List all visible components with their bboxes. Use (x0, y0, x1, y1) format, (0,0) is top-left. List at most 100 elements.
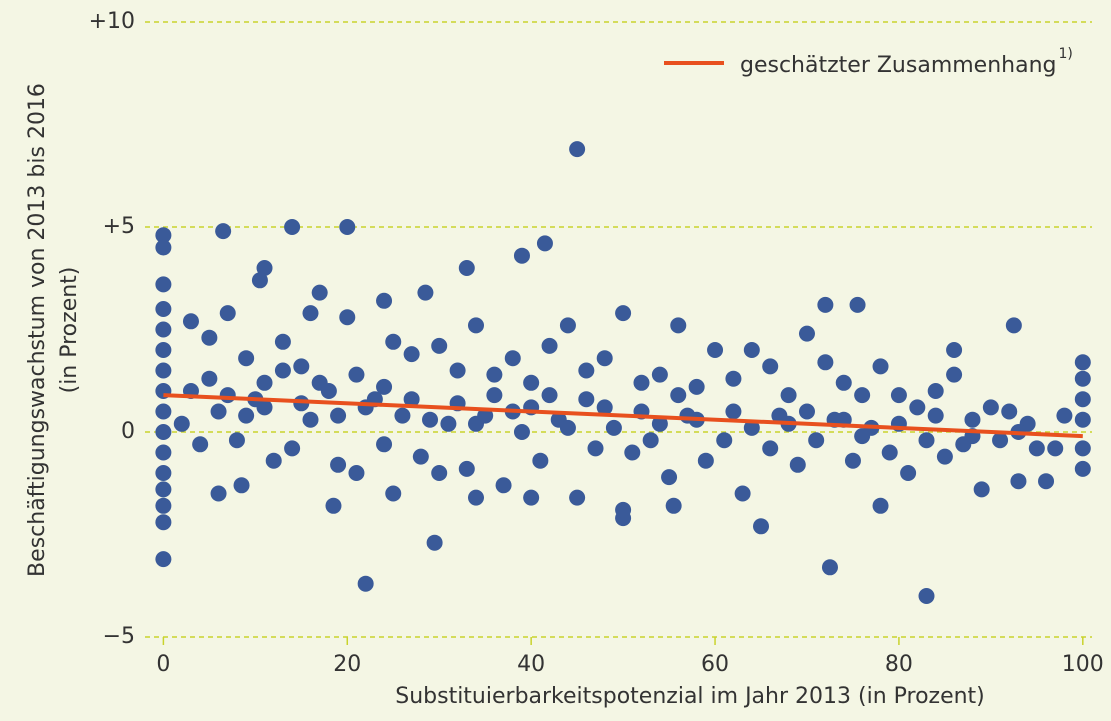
point (302, 305, 319, 322)
point (1038, 473, 1055, 490)
point (467, 489, 484, 506)
point (817, 354, 834, 371)
point (849, 296, 866, 313)
point (431, 337, 448, 354)
point (458, 260, 475, 276)
point (412, 448, 429, 465)
point (725, 370, 742, 387)
point (918, 588, 935, 604)
point (284, 219, 301, 235)
point (844, 452, 861, 469)
legend-label: geschätzter Zusammenhang (740, 53, 1057, 78)
point (688, 378, 705, 395)
point (817, 296, 834, 313)
point (173, 415, 190, 432)
point (798, 403, 815, 420)
point (426, 534, 443, 551)
point (1074, 411, 1091, 428)
legend-note: 1) (1059, 46, 1073, 62)
point (376, 292, 393, 309)
point (587, 440, 604, 457)
x-tick-label: 20 (333, 652, 361, 677)
point (532, 452, 549, 469)
point (1010, 473, 1027, 490)
point (155, 342, 172, 358)
point (670, 387, 687, 404)
point (513, 424, 530, 440)
point (661, 469, 678, 486)
point (1047, 440, 1064, 457)
point (596, 350, 613, 367)
point (238, 407, 255, 424)
point (780, 387, 797, 404)
x-tick-label: 100 (1062, 652, 1104, 677)
y-tick-label: +10 (89, 9, 135, 34)
point (559, 419, 576, 436)
point (417, 284, 434, 301)
point (743, 419, 760, 436)
point (486, 387, 503, 404)
point (900, 465, 917, 481)
point (256, 260, 273, 276)
point (403, 346, 420, 363)
point (821, 559, 838, 576)
point (394, 407, 411, 424)
point (182, 313, 199, 330)
point (330, 456, 347, 473)
point (403, 391, 420, 408)
point (743, 342, 760, 358)
point (569, 489, 586, 506)
point (274, 333, 291, 350)
point (155, 424, 172, 440)
point (762, 440, 779, 457)
point (339, 309, 356, 326)
point (1056, 407, 1073, 424)
point (808, 432, 825, 449)
point (716, 432, 733, 449)
point (624, 444, 641, 461)
point (946, 366, 963, 383)
point (513, 247, 530, 264)
point (523, 489, 540, 506)
point (330, 407, 347, 424)
point (835, 374, 852, 391)
point (559, 317, 576, 334)
point (293, 358, 310, 375)
point (909, 399, 926, 416)
point (155, 227, 172, 244)
point (155, 497, 172, 514)
point (789, 456, 806, 473)
point (155, 321, 172, 338)
x-tick-label: 80 (885, 652, 913, 677)
point (1028, 440, 1045, 457)
point (210, 485, 227, 502)
point (357, 575, 374, 592)
point (596, 399, 613, 416)
point (1074, 460, 1091, 477)
point (697, 452, 714, 469)
point (339, 219, 356, 235)
point (311, 374, 328, 391)
point (251, 272, 268, 289)
x-tick-label: 40 (517, 652, 545, 677)
point (311, 284, 328, 301)
point (872, 358, 889, 375)
point (992, 432, 1009, 449)
point (927, 383, 944, 399)
point (1001, 403, 1018, 420)
x-tick-label: 0 (156, 652, 170, 677)
point (633, 374, 650, 391)
point (541, 337, 558, 354)
point (325, 497, 342, 514)
y-axis-label: Beschäftigungswachstum von 2013 bis 2016 (25, 83, 50, 577)
point (725, 403, 742, 420)
point (467, 317, 484, 334)
point (376, 378, 393, 395)
point (155, 362, 172, 379)
point (228, 432, 245, 449)
point (192, 436, 209, 453)
point (753, 518, 770, 535)
point (302, 411, 319, 428)
point (201, 329, 218, 346)
